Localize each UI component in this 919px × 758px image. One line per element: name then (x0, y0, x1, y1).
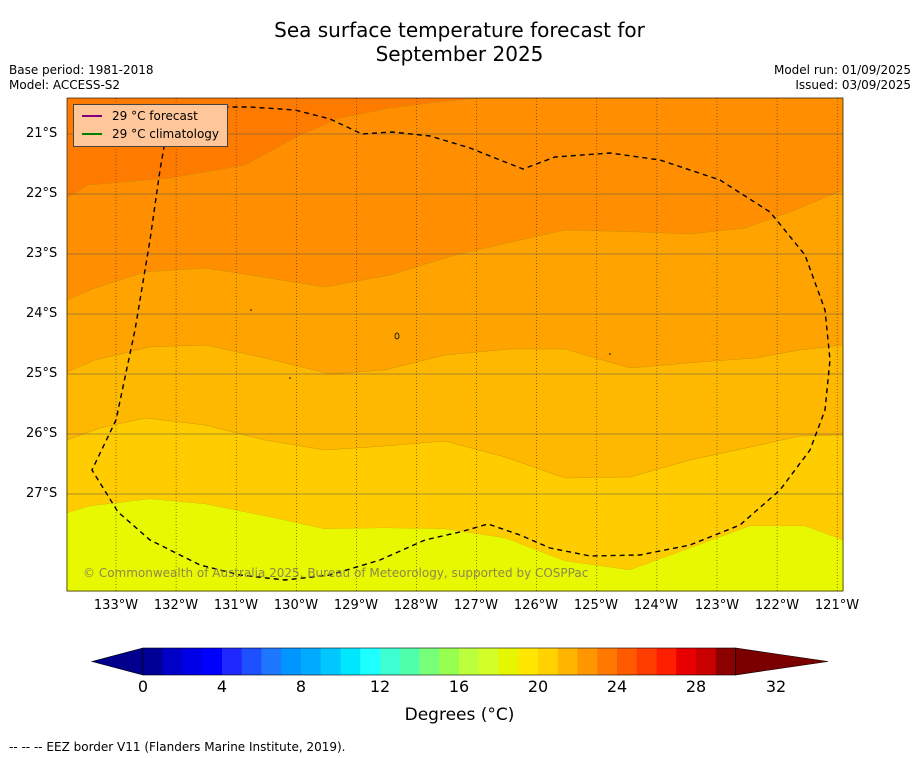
base-period: Base period: 1981-2018 (9, 63, 154, 77)
lat-tick: 27°S (26, 486, 58, 501)
copyright-notice: © Commonwealth of Australia 2025, Bureau… (83, 566, 589, 580)
colorbar-swatch (439, 648, 460, 675)
lon-tick: 126°W (513, 598, 559, 613)
map-title: Sea surface temperature forecast for Sep… (0, 18, 919, 66)
map-frame (66, 97, 844, 592)
lon-tick: 124°W (633, 598, 679, 613)
colorbar-swatch (557, 648, 578, 675)
colorbar-swatch (617, 648, 638, 675)
colorbar-tick-label: 16 (448, 677, 470, 696)
colorbar-swatch (538, 648, 559, 675)
lat-tick: 24°S (26, 306, 58, 321)
colorbar-tick-label: 12 (369, 677, 391, 696)
lon-tick: 127°W (453, 598, 499, 613)
colorbar-max-arrow (735, 647, 829, 676)
colorbar-swatch (202, 648, 223, 675)
colorbar-swatch (301, 648, 322, 675)
colorbar-min-arrow (90, 647, 144, 676)
gridlines (67, 98, 843, 591)
colorbar-tick-label: 8 (295, 677, 307, 696)
legend-forecast-label: 29 °C forecast (112, 109, 198, 123)
eez-footnote: -- -- -- EEZ border V11 (Flanders Marine… (9, 740, 346, 754)
colorbar-swatch (399, 648, 420, 675)
colorbar-swatch (143, 648, 164, 675)
legend-forecast-line (82, 115, 102, 117)
colorbar-swatch (281, 648, 302, 675)
lat-tick: 26°S (26, 426, 58, 441)
temperature-band (67, 499, 843, 591)
legend-forecast: 29 °C forecast (82, 108, 198, 124)
colorbar-swatch (518, 648, 539, 675)
colorbar-swatch (478, 648, 499, 675)
colorbar-tick-label: 0 (137, 677, 149, 696)
lon-tick: 121°W (814, 598, 860, 613)
title-line-2: September 2025 (375, 42, 544, 66)
colorbar-swatch (360, 648, 381, 675)
run-info: Model run: 01/09/2025 Issued: 03/09/2025 (774, 63, 911, 93)
lon-tick: 128°W (393, 598, 439, 613)
colorbar-tick-label: 32 (765, 677, 787, 696)
model-run: Model run: 01/09/2025 (773, 63, 911, 77)
colorbar-tick-label: 4 (216, 677, 228, 696)
lat-tick: 23°S (26, 246, 58, 261)
colorbar-swatch (676, 648, 697, 675)
colorbar-swatch (241, 648, 262, 675)
colorbar-tick-label: 28 (685, 677, 707, 696)
colorbar-swatch (419, 648, 440, 675)
contour-legend: 29 °C forecast 29 °C climatology (73, 104, 228, 147)
colorbar-swatch (162, 648, 183, 675)
eez-border (91, 106, 831, 581)
lon-tick: 133°W (93, 598, 139, 613)
colorbar (90, 647, 829, 676)
colorbar-swatch (636, 648, 657, 675)
colorbar-swatch (222, 648, 243, 675)
island-markers (250, 309, 611, 379)
lon-tick: 132°W (153, 598, 199, 613)
lat-tick: 22°S (26, 186, 58, 201)
colorbar-swatch (498, 648, 519, 675)
colorbar-swatch (715, 648, 736, 675)
colorbar-swatch (656, 648, 677, 675)
colorbar-tick-label: 24 (606, 677, 628, 696)
lat-tick: 25°S (26, 366, 58, 381)
colorbar-swatch (261, 648, 282, 675)
colorbar-title: Degrees (°C) (404, 705, 515, 725)
colorbar-swatch (340, 648, 361, 675)
lat-tick: 21°S (26, 126, 58, 141)
lon-tick: 122°W (754, 598, 800, 613)
colorbar-swatch (696, 648, 717, 675)
colorbar-swatch (597, 648, 618, 675)
legend-climatology: 29 °C climatology (82, 126, 219, 142)
colorbar-swatch (380, 648, 401, 675)
colorbar-swatch (459, 648, 480, 675)
model-name: Model: ACCESS-S2 (9, 78, 121, 92)
colorbar-swatch (320, 648, 341, 675)
lon-tick: 129°W (333, 598, 379, 613)
lon-tick: 125°W (573, 598, 619, 613)
legend-climatology-line (82, 133, 102, 135)
temperature-bands (66, 97, 844, 592)
colorbar-frame (142, 647, 736, 676)
title-line-1: Sea surface temperature forecast for (274, 18, 645, 42)
lon-tick: 123°W (694, 598, 740, 613)
colorbar-swatch (182, 648, 203, 675)
colorbar-tick-label: 20 (527, 677, 549, 696)
colorbar-swatch (577, 648, 598, 675)
model-info: Base period: 1981-2018 Model: ACCESS-S2 (9, 63, 154, 93)
lon-tick: 130°W (273, 598, 319, 613)
legend-climatology-label: 29 °C climatology (112, 127, 220, 141)
lon-tick: 131°W (213, 598, 259, 613)
issued-date: Issued: 03/09/2025 (795, 78, 911, 92)
